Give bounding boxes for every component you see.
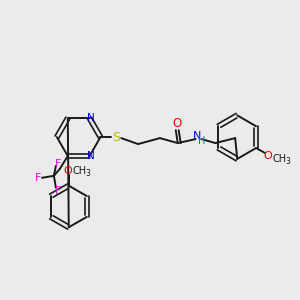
Text: H: H [198, 136, 205, 146]
Text: CH: CH [73, 166, 87, 176]
Text: 3: 3 [285, 158, 290, 166]
Text: N: N [87, 113, 95, 123]
Text: CH: CH [273, 154, 287, 164]
Text: F: F [35, 173, 41, 183]
Text: N: N [192, 131, 201, 141]
Text: O: O [63, 166, 72, 176]
Text: F: F [55, 186, 61, 196]
Text: O: O [264, 151, 272, 161]
Text: N: N [87, 152, 95, 161]
Text: O: O [172, 117, 182, 130]
Text: F: F [55, 159, 61, 169]
Text: 3: 3 [85, 169, 90, 178]
Text: S: S [112, 130, 120, 144]
